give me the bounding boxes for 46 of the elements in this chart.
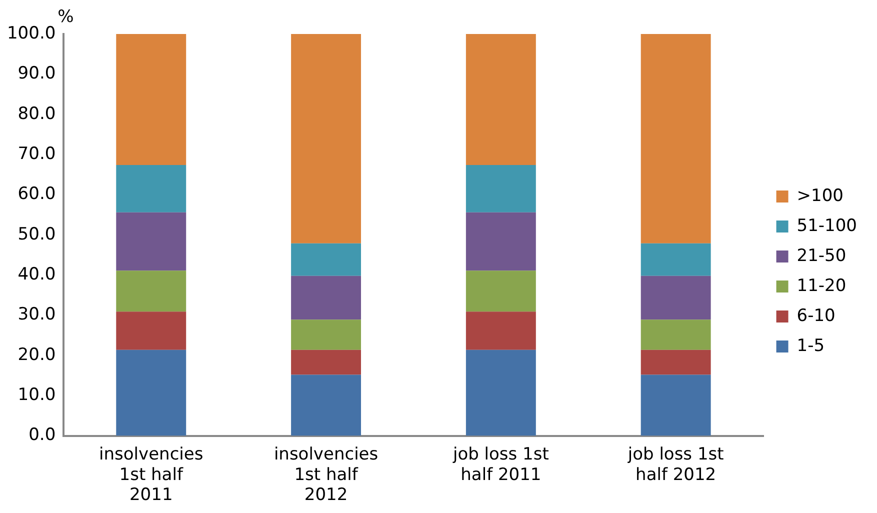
y-tick-label: 30.0 bbox=[18, 304, 56, 325]
legend-label: 6-10 bbox=[796, 306, 836, 326]
bar bbox=[640, 243, 711, 276]
legend-label: 21-50 bbox=[796, 246, 846, 266]
bar bbox=[466, 164, 536, 212]
bar bbox=[640, 320, 711, 350]
y-tick-label: 80.0 bbox=[18, 104, 56, 124]
bar bbox=[640, 374, 711, 436]
bar bbox=[640, 276, 711, 320]
bar bbox=[116, 312, 186, 350]
y-tick-label: 60.0 bbox=[18, 184, 56, 204]
y-tick-label: 40.0 bbox=[18, 264, 56, 284]
bar bbox=[466, 212, 536, 271]
bar bbox=[291, 243, 362, 276]
bar bbox=[466, 350, 536, 436]
bar bbox=[640, 34, 711, 244]
bar bbox=[291, 320, 362, 350]
bar bbox=[466, 34, 536, 165]
x-tick-label: job loss 1st half 2011 bbox=[452, 444, 550, 485]
bar bbox=[116, 212, 186, 271]
bar bbox=[116, 270, 186, 312]
bar bbox=[291, 374, 362, 436]
y-tick-label: 0.0 bbox=[28, 425, 56, 446]
x-tick-label: job loss 1st half 2012 bbox=[626, 444, 724, 485]
bar bbox=[291, 34, 362, 244]
bar bbox=[116, 164, 186, 212]
y-tick-label: 70.0 bbox=[18, 144, 56, 164]
y-tick-label: 10.0 bbox=[18, 385, 56, 406]
bar bbox=[116, 34, 186, 165]
y-tick-label: 50.0 bbox=[18, 224, 56, 244]
bar bbox=[116, 350, 186, 436]
y-tick-label: 90.0 bbox=[18, 64, 56, 84]
x-tick-label: insolvencies 1st half 2011 bbox=[99, 444, 204, 506]
y-axis-title: % bbox=[58, 6, 74, 27]
bar bbox=[291, 276, 362, 320]
y-tick-label: 20.0 bbox=[18, 344, 56, 365]
legend-label: 11-20 bbox=[796, 276, 846, 296]
bar bbox=[466, 312, 536, 350]
bar bbox=[466, 270, 536, 312]
x-tick-label: insolvencies 1st half 2012 bbox=[274, 444, 378, 506]
legend-label: 1-5 bbox=[796, 336, 825, 356]
y-tick-label: 100.0 bbox=[6, 23, 56, 44]
bar bbox=[640, 350, 711, 375]
legend-label: >100 bbox=[796, 186, 844, 206]
bar bbox=[291, 350, 362, 375]
legend-label: 51-100 bbox=[796, 216, 858, 236]
